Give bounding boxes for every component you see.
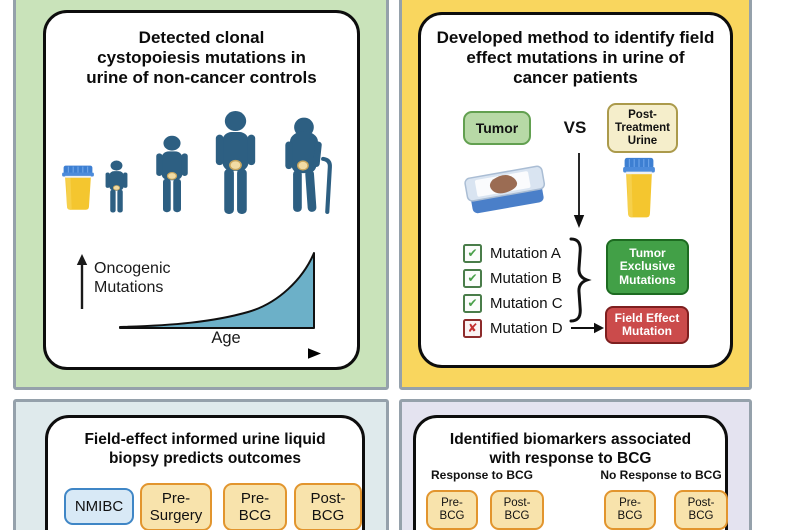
post-treatment-urine-box: Post- Treatment Urine (607, 103, 678, 153)
tag-pre-bcg: Pre- BCG (426, 490, 478, 530)
mutation-label: Mutation D (490, 319, 563, 337)
group-header-no-response: No Response to BCG (600, 468, 722, 482)
person-elderly-cane-icon (276, 114, 334, 216)
group-header-response: Response to BCG (430, 468, 533, 482)
x-axis-right-arrow-icon (122, 348, 321, 359)
person-child-icon (154, 135, 190, 213)
tumor-tissue-cassette-icon (464, 165, 546, 214)
mutations-vs-age-area-chart (119, 252, 315, 329)
y-axis-up-arrow-icon (76, 254, 88, 309)
vs-label: VS (563, 118, 587, 137)
panel-noncancer-controls: Detected clonal cystopoiesis mutations i… (13, 0, 389, 390)
checkbox-checked-icon: ✔ (463, 243, 482, 263)
panel-field-effect-method: Developed method to identify field effec… (399, 0, 752, 390)
checkbox-crossed-icon: ✘ (463, 318, 482, 338)
panel-title: Detected clonal cystopoiesis mutations i… (86, 28, 317, 87)
mutation-label: Mutation A (490, 244, 561, 262)
panel-bcg-biomarkers: Identified biomarkers associated with re… (399, 399, 752, 530)
mutation-row: ✔ Mutation C (463, 293, 563, 313)
panel-title: Developed method to identify field effec… (436, 28, 715, 87)
tag-nmibc: NMIBC (64, 488, 134, 525)
right-arrow-icon (571, 322, 604, 334)
tag-post-bcg: Post- BCG (490, 490, 544, 530)
noncancer-card: Detected clonal cystopoiesis mutations i… (43, 10, 360, 370)
mutation-row: ✔ Mutation B (463, 268, 562, 288)
mutation-row: ✔ Mutation A (463, 243, 561, 263)
mutation-row: ✘ Mutation D (463, 318, 563, 338)
chart-y-axis-label: Oncogenic Mutations (94, 260, 171, 296)
person-adult-icon (213, 110, 258, 215)
panel-liquid-biopsy-outcomes: Field-effect informed urine liquid biops… (13, 399, 389, 530)
person-toddler-icon (104, 160, 129, 213)
outcomes-card: Field-effect informed urine liquid biops… (45, 415, 365, 530)
urine-cup-icon (60, 165, 96, 211)
tumor-box: Tumor (463, 111, 531, 145)
tag-pre-bcg: Pre- BCG (223, 483, 287, 530)
urine-cup-icon (621, 157, 657, 219)
chart-x-axis-label: Age (211, 329, 241, 347)
checkbox-checked-icon: ✔ (463, 268, 482, 288)
mutation-label: Mutation B (490, 269, 562, 287)
biomarkers-card: Identified biomarkers associated with re… (413, 415, 728, 530)
checkbox-checked-icon: ✔ (463, 293, 482, 313)
field-effect-mutation-box: Field Effect Mutation (605, 306, 689, 344)
tag-pre-surgery: Pre- Surgery (140, 483, 212, 530)
tag-post-bcg: Post- BCG (294, 483, 362, 530)
tag-post-bcg: Post- BCG (674, 490, 728, 530)
method-card: Developed method to identify field effec… (418, 12, 733, 368)
tag-pre-bcg: Pre- BCG (604, 490, 656, 530)
tumor-exclusive-mutations-box: Tumor Exclusive Mutations (606, 239, 689, 295)
curly-brace-icon (569, 237, 592, 323)
panel-title: Identified biomarkers associated with re… (449, 431, 692, 467)
panel-title: Field-effect informed urine liquid biops… (84, 431, 326, 467)
mutation-label: Mutation C (490, 294, 563, 312)
down-arrow-icon (573, 153, 585, 228)
